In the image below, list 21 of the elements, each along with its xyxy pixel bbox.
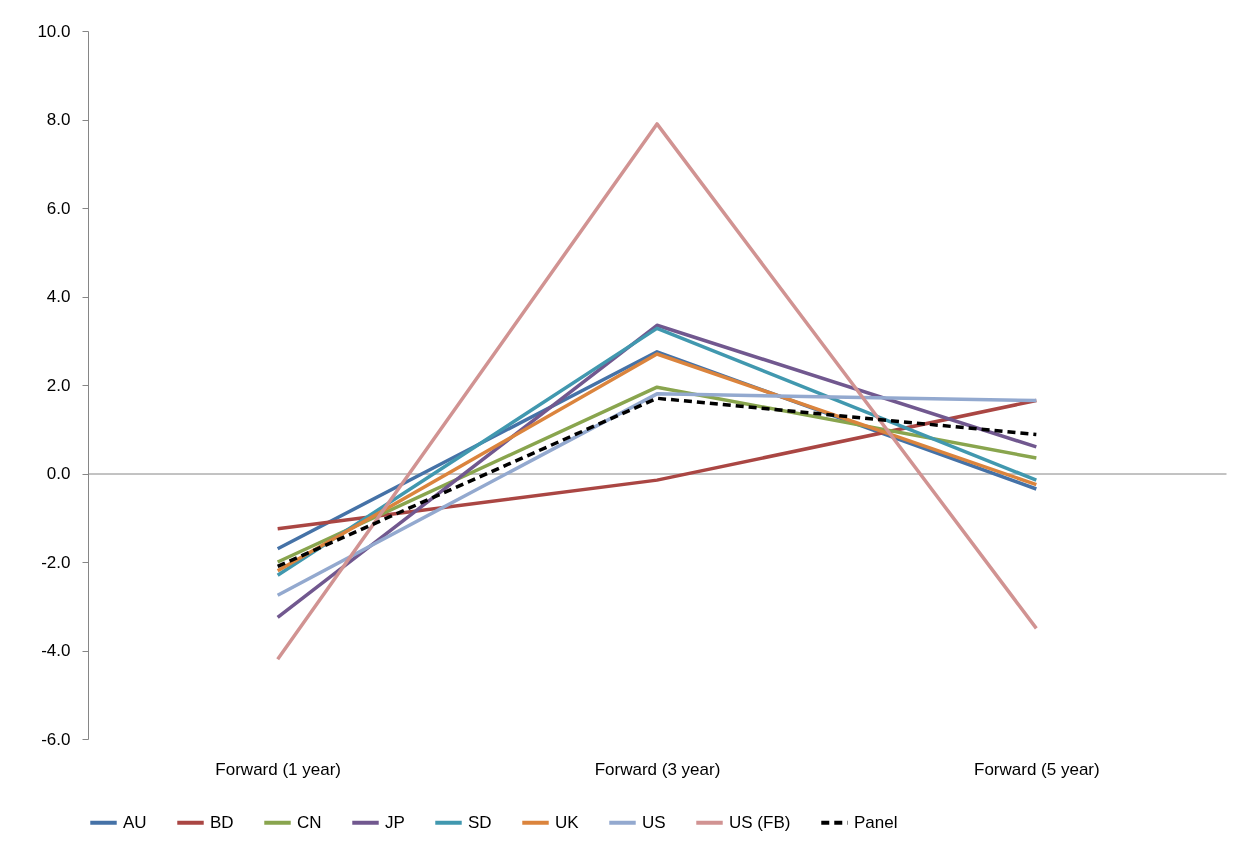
y-tick-label: 2.0 xyxy=(46,375,71,395)
legend-label: CN xyxy=(297,812,322,832)
legend-label: JP xyxy=(385,812,405,832)
legend-label: US (FB) xyxy=(729,812,791,832)
y-tick-label: 8.0 xyxy=(46,110,71,129)
y-tick-label: 4.0 xyxy=(46,287,71,306)
y-tick-label: 0.0 xyxy=(46,464,71,483)
legend-label: US xyxy=(642,812,666,832)
legend-label: Panel xyxy=(854,812,898,832)
y-tick-label: -2.0 xyxy=(41,552,71,572)
y-tick-label: -4.0 xyxy=(41,641,71,660)
x-tick-label: Forward (5 year) xyxy=(974,759,1100,779)
x-tick-label: Forward (3 year) xyxy=(594,759,721,779)
legend-label: AU xyxy=(123,812,147,832)
y-tick-label: -6.0 xyxy=(41,729,71,749)
y-tick-label: 6.0 xyxy=(46,198,71,218)
legend-label: SD xyxy=(468,812,492,832)
legend-label: UK xyxy=(555,812,580,832)
x-tick-label: Forward (1 year) xyxy=(215,759,341,779)
y-tick-label: 10.0 xyxy=(37,21,71,41)
legend-label: BD xyxy=(210,812,234,832)
